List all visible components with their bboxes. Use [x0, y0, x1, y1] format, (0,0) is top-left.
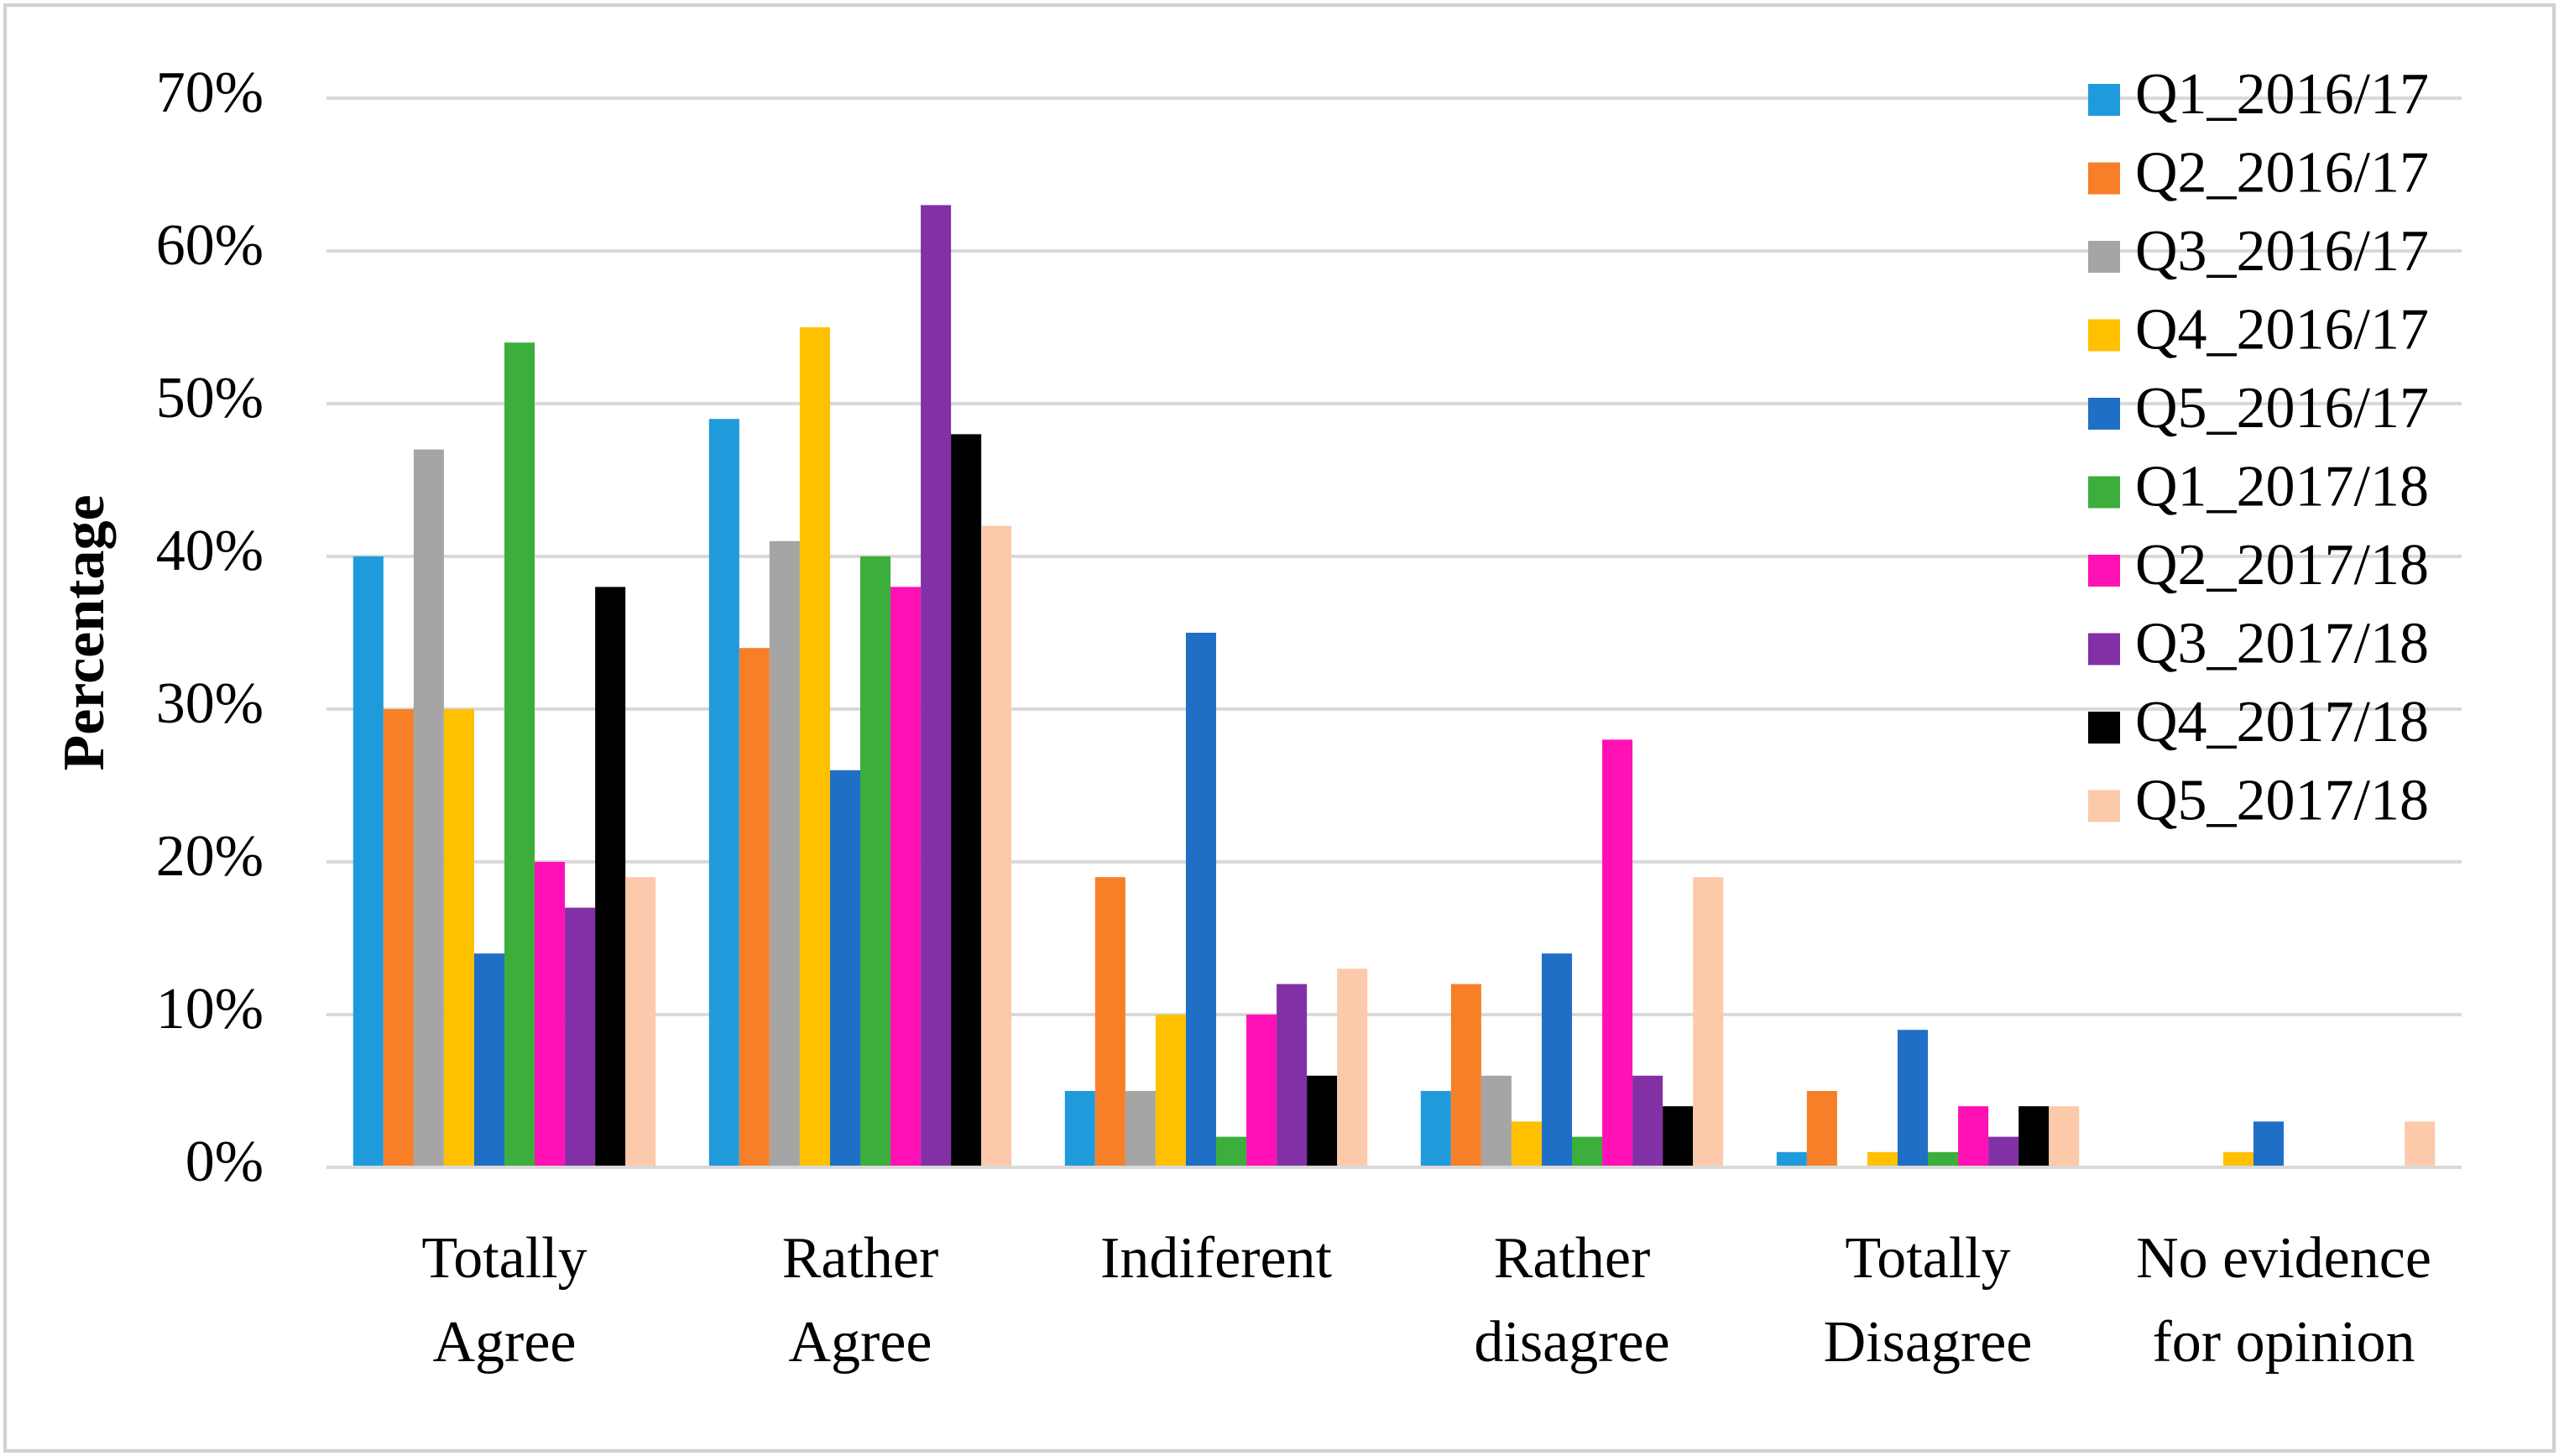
bar — [1420, 1091, 1451, 1167]
bar — [1602, 739, 1633, 1167]
y-axis-title: Percentage — [52, 494, 117, 770]
bar — [1185, 633, 1216, 1167]
bar — [1541, 953, 1572, 1167]
bar — [1155, 1015, 1186, 1167]
bar — [1125, 1091, 1156, 1167]
bar — [1511, 1121, 1542, 1167]
legend-swatch — [2088, 319, 2120, 352]
bar — [1094, 877, 1125, 1167]
bar — [504, 342, 535, 1167]
bar — [595, 587, 626, 1167]
bar — [2405, 1121, 2436, 1167]
legend-label: Q2_2016/17 — [2135, 141, 2429, 206]
legend-swatch — [2088, 476, 2120, 509]
y-tick-label: 70% — [156, 60, 264, 125]
bar — [951, 434, 982, 1167]
bar — [1663, 1106, 1694, 1167]
legend-label: Q5_2017/18 — [2135, 769, 2429, 833]
bar — [1277, 984, 1308, 1167]
x-tick-label: Totally Disagree — [1824, 1226, 2033, 1375]
y-tick-label: 30% — [156, 671, 264, 736]
bar — [1988, 1136, 2019, 1167]
legend-swatch — [2088, 241, 2120, 273]
bar — [1958, 1106, 1989, 1167]
bar — [2018, 1106, 2050, 1167]
y-tick-label: 10% — [156, 977, 264, 1041]
legend-label: Q3_2017/18 — [2135, 612, 2429, 676]
legend-label: Q1_2016/17 — [2135, 62, 2429, 127]
x-tick-label: Indiferent — [1100, 1226, 1333, 1291]
bar — [2222, 1151, 2253, 1167]
bar — [473, 953, 504, 1167]
bar — [890, 587, 922, 1167]
y-tick-label: 40% — [156, 519, 264, 583]
bar — [1337, 968, 1368, 1167]
bar — [708, 419, 739, 1167]
legend-label: Q4_2017/18 — [2135, 690, 2429, 754]
legend-label: Q4_2016/17 — [2135, 298, 2429, 363]
bar — [383, 709, 414, 1167]
bar — [1450, 984, 1481, 1167]
bar — [1776, 1151, 1807, 1167]
legend-label: Q3_2016/17 — [2135, 219, 2429, 284]
bar — [535, 862, 566, 1167]
y-tick-label: 20% — [156, 824, 264, 889]
y-tick-label: 60% — [156, 213, 264, 278]
bar — [1307, 1075, 1338, 1167]
bar — [1928, 1151, 1959, 1167]
x-tick-label: Rather Agree — [782, 1226, 939, 1375]
x-tick-label: No evidence for opinion — [2136, 1226, 2431, 1375]
legend-swatch — [2088, 633, 2120, 665]
y-tick-label: 0% — [185, 1130, 264, 1194]
bar — [769, 540, 800, 1167]
bar — [2049, 1106, 2080, 1167]
bar — [1867, 1151, 1898, 1167]
bar — [1806, 1091, 1837, 1167]
bar — [1572, 1136, 1603, 1167]
bar — [860, 556, 891, 1167]
bar — [1693, 877, 1724, 1167]
bar — [625, 877, 656, 1167]
x-tick-label: Totally Agree — [421, 1226, 587, 1375]
legend-label: Q5_2016/17 — [2135, 376, 2429, 441]
y-tick-label: 50% — [156, 366, 264, 431]
bar — [1246, 1015, 1277, 1167]
bar — [799, 327, 830, 1167]
legend-swatch — [2088, 84, 2120, 116]
legend-swatch — [2088, 398, 2120, 430]
bar — [565, 907, 596, 1167]
legend-label: Q1_2017/18 — [2135, 455, 2429, 519]
legend-swatch — [2088, 162, 2120, 195]
legend-swatch — [2088, 555, 2120, 587]
bar — [1632, 1075, 1663, 1167]
bar — [2253, 1121, 2284, 1167]
x-tick-label: Rather disagree — [1474, 1226, 1669, 1375]
bar — [981, 525, 1012, 1167]
bar — [829, 770, 860, 1167]
bar — [1216, 1136, 1247, 1167]
bar — [443, 709, 474, 1167]
bar — [739, 648, 770, 1167]
legend-swatch — [2088, 712, 2120, 744]
bar — [1897, 1030, 1928, 1167]
bar — [413, 449, 444, 1167]
bar — [921, 205, 952, 1167]
legend-label: Q2_2017/18 — [2135, 533, 2429, 598]
legend-swatch — [2088, 790, 2120, 822]
bar — [353, 556, 384, 1167]
bar — [1064, 1091, 1095, 1167]
bar — [1481, 1075, 1512, 1167]
